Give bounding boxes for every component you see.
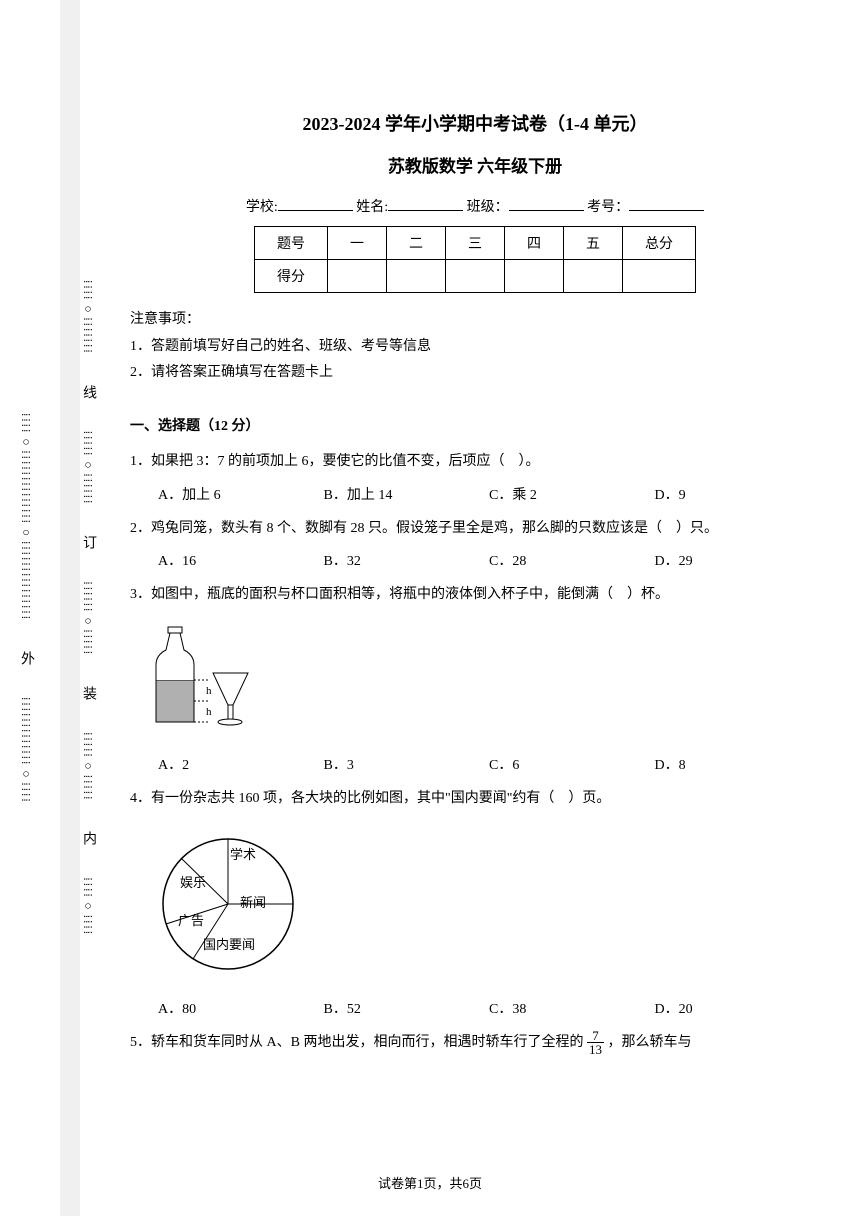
score-table: 题号 一 二 三 四 五 总分 得分 bbox=[254, 226, 696, 293]
question-1-options: A．加上 6 B．加上 14 C．乘 2 D．9 bbox=[130, 484, 820, 504]
name-blank[interactable] bbox=[388, 195, 463, 211]
school-blank[interactable] bbox=[278, 195, 353, 211]
question-3: 3．如图中，瓶底的面积与杯口面积相等，将瓶中的液体倒入杯子中，能倒满（ ）杯。 bbox=[130, 580, 820, 611]
binding-margin: ⁞⁞⁞⁞○⁞⁞⁞⁞⁞⁞⁞⁞⁞⁞⁞⁞⁞⁞○⁞⁞⁞⁞⁞⁞⁞⁞⁞⁞⁞⁞⁞⁞⁞外⁞⁞⁞⁞… bbox=[0, 0, 110, 1216]
examno-label: 考号： bbox=[587, 200, 629, 215]
pie-label-e: 国内要闻 bbox=[203, 937, 255, 952]
pie-label-d: 广告 bbox=[178, 913, 204, 928]
question-4: 4．有一份杂志共 160 项，各大块的比例如图，其中"国内要闻"约有（ ）页。 bbox=[130, 784, 820, 815]
table-row: 得分 bbox=[255, 260, 696, 293]
notes-block: 注意事项： 1．答题前填写好自己的姓名、班级、考号等信息 2．请将答案正确填写在… bbox=[130, 307, 820, 387]
pie-label-a: 学术 bbox=[230, 847, 256, 862]
section-title: 一、选择题（12 分） bbox=[130, 415, 820, 435]
school-label: 学校: bbox=[246, 200, 278, 215]
table-row: 题号 一 二 三 四 五 总分 bbox=[255, 227, 696, 260]
notes-line: 2．请将答案正确填写在答题卡上 bbox=[130, 360, 820, 387]
question-2: 2．鸡兔同笼，数头有 8 个、数脚有 28 只。假设笼子里全是鸡，那么脚的只数应… bbox=[130, 514, 820, 545]
notes-title: 注意事项： bbox=[130, 307, 820, 334]
class-blank[interactable] bbox=[509, 195, 584, 211]
question-5: 5．轿车和货车同时从 A、B 两地出发，相向而行，相遇时轿车行了全程的 7 13… bbox=[130, 1028, 820, 1059]
fraction: 7 13 bbox=[587, 1029, 604, 1056]
pie-label-c: 新闻 bbox=[240, 895, 266, 910]
page-footer: 试卷第1页，共6页 bbox=[0, 1173, 860, 1192]
question-4-options: A．80 B．52 C．38 D．20 bbox=[130, 998, 820, 1018]
page-content: 2023-2024 学年小学期中考试卷（1-4 单元） 苏教版数学 六年级下册 … bbox=[130, 0, 860, 1059]
question-1: 1．如果把 3：7 的前项加上 6，要使它的比值不变，后项应（ ）。 bbox=[130, 447, 820, 478]
name-label: 姓名: bbox=[356, 200, 388, 215]
student-info-line: 学校: 姓名: 班级： 考号： bbox=[130, 195, 820, 216]
examno-blank[interactable] bbox=[629, 195, 704, 211]
margin-inner: ⁞⁞⁞⁞○⁞⁞⁞⁞⁞⁞⁞线⁞⁞⁞⁞⁞○⁞⁞⁞⁞⁞⁞订⁞⁞⁞⁞⁞⁞○⁞⁞⁞⁞⁞装⁞… bbox=[70, 0, 100, 1216]
main-title: 2023-2024 学年小学期中考试卷（1-4 单元） bbox=[130, 110, 820, 136]
notes-line: 1．答题前填写好自己的姓名、班级、考号等信息 bbox=[130, 334, 820, 361]
margin-outer: ⁞⁞⁞⁞○⁞⁞⁞⁞⁞⁞⁞⁞⁞⁞⁞⁞⁞⁞○⁞⁞⁞⁞⁞⁞⁞⁞⁞⁞⁞⁞⁞⁞⁞外⁞⁞⁞⁞… bbox=[8, 0, 38, 1216]
question-3-options: A．2 B．3 C．6 D．8 bbox=[130, 754, 820, 774]
h-label: h bbox=[206, 706, 212, 718]
sub-title: 苏教版数学 六年级下册 bbox=[130, 152, 820, 177]
h-label: h bbox=[206, 685, 212, 697]
pie-label-b: 娱乐 bbox=[180, 875, 206, 890]
bottle-cup-diagram: h h bbox=[148, 625, 820, 740]
question-2-options: A．16 B．32 C．28 D．29 bbox=[130, 550, 820, 570]
pie-chart: 学术 娱乐 新闻 广告 国内要闻 bbox=[148, 829, 820, 984]
class-label: 班级： bbox=[467, 200, 509, 215]
